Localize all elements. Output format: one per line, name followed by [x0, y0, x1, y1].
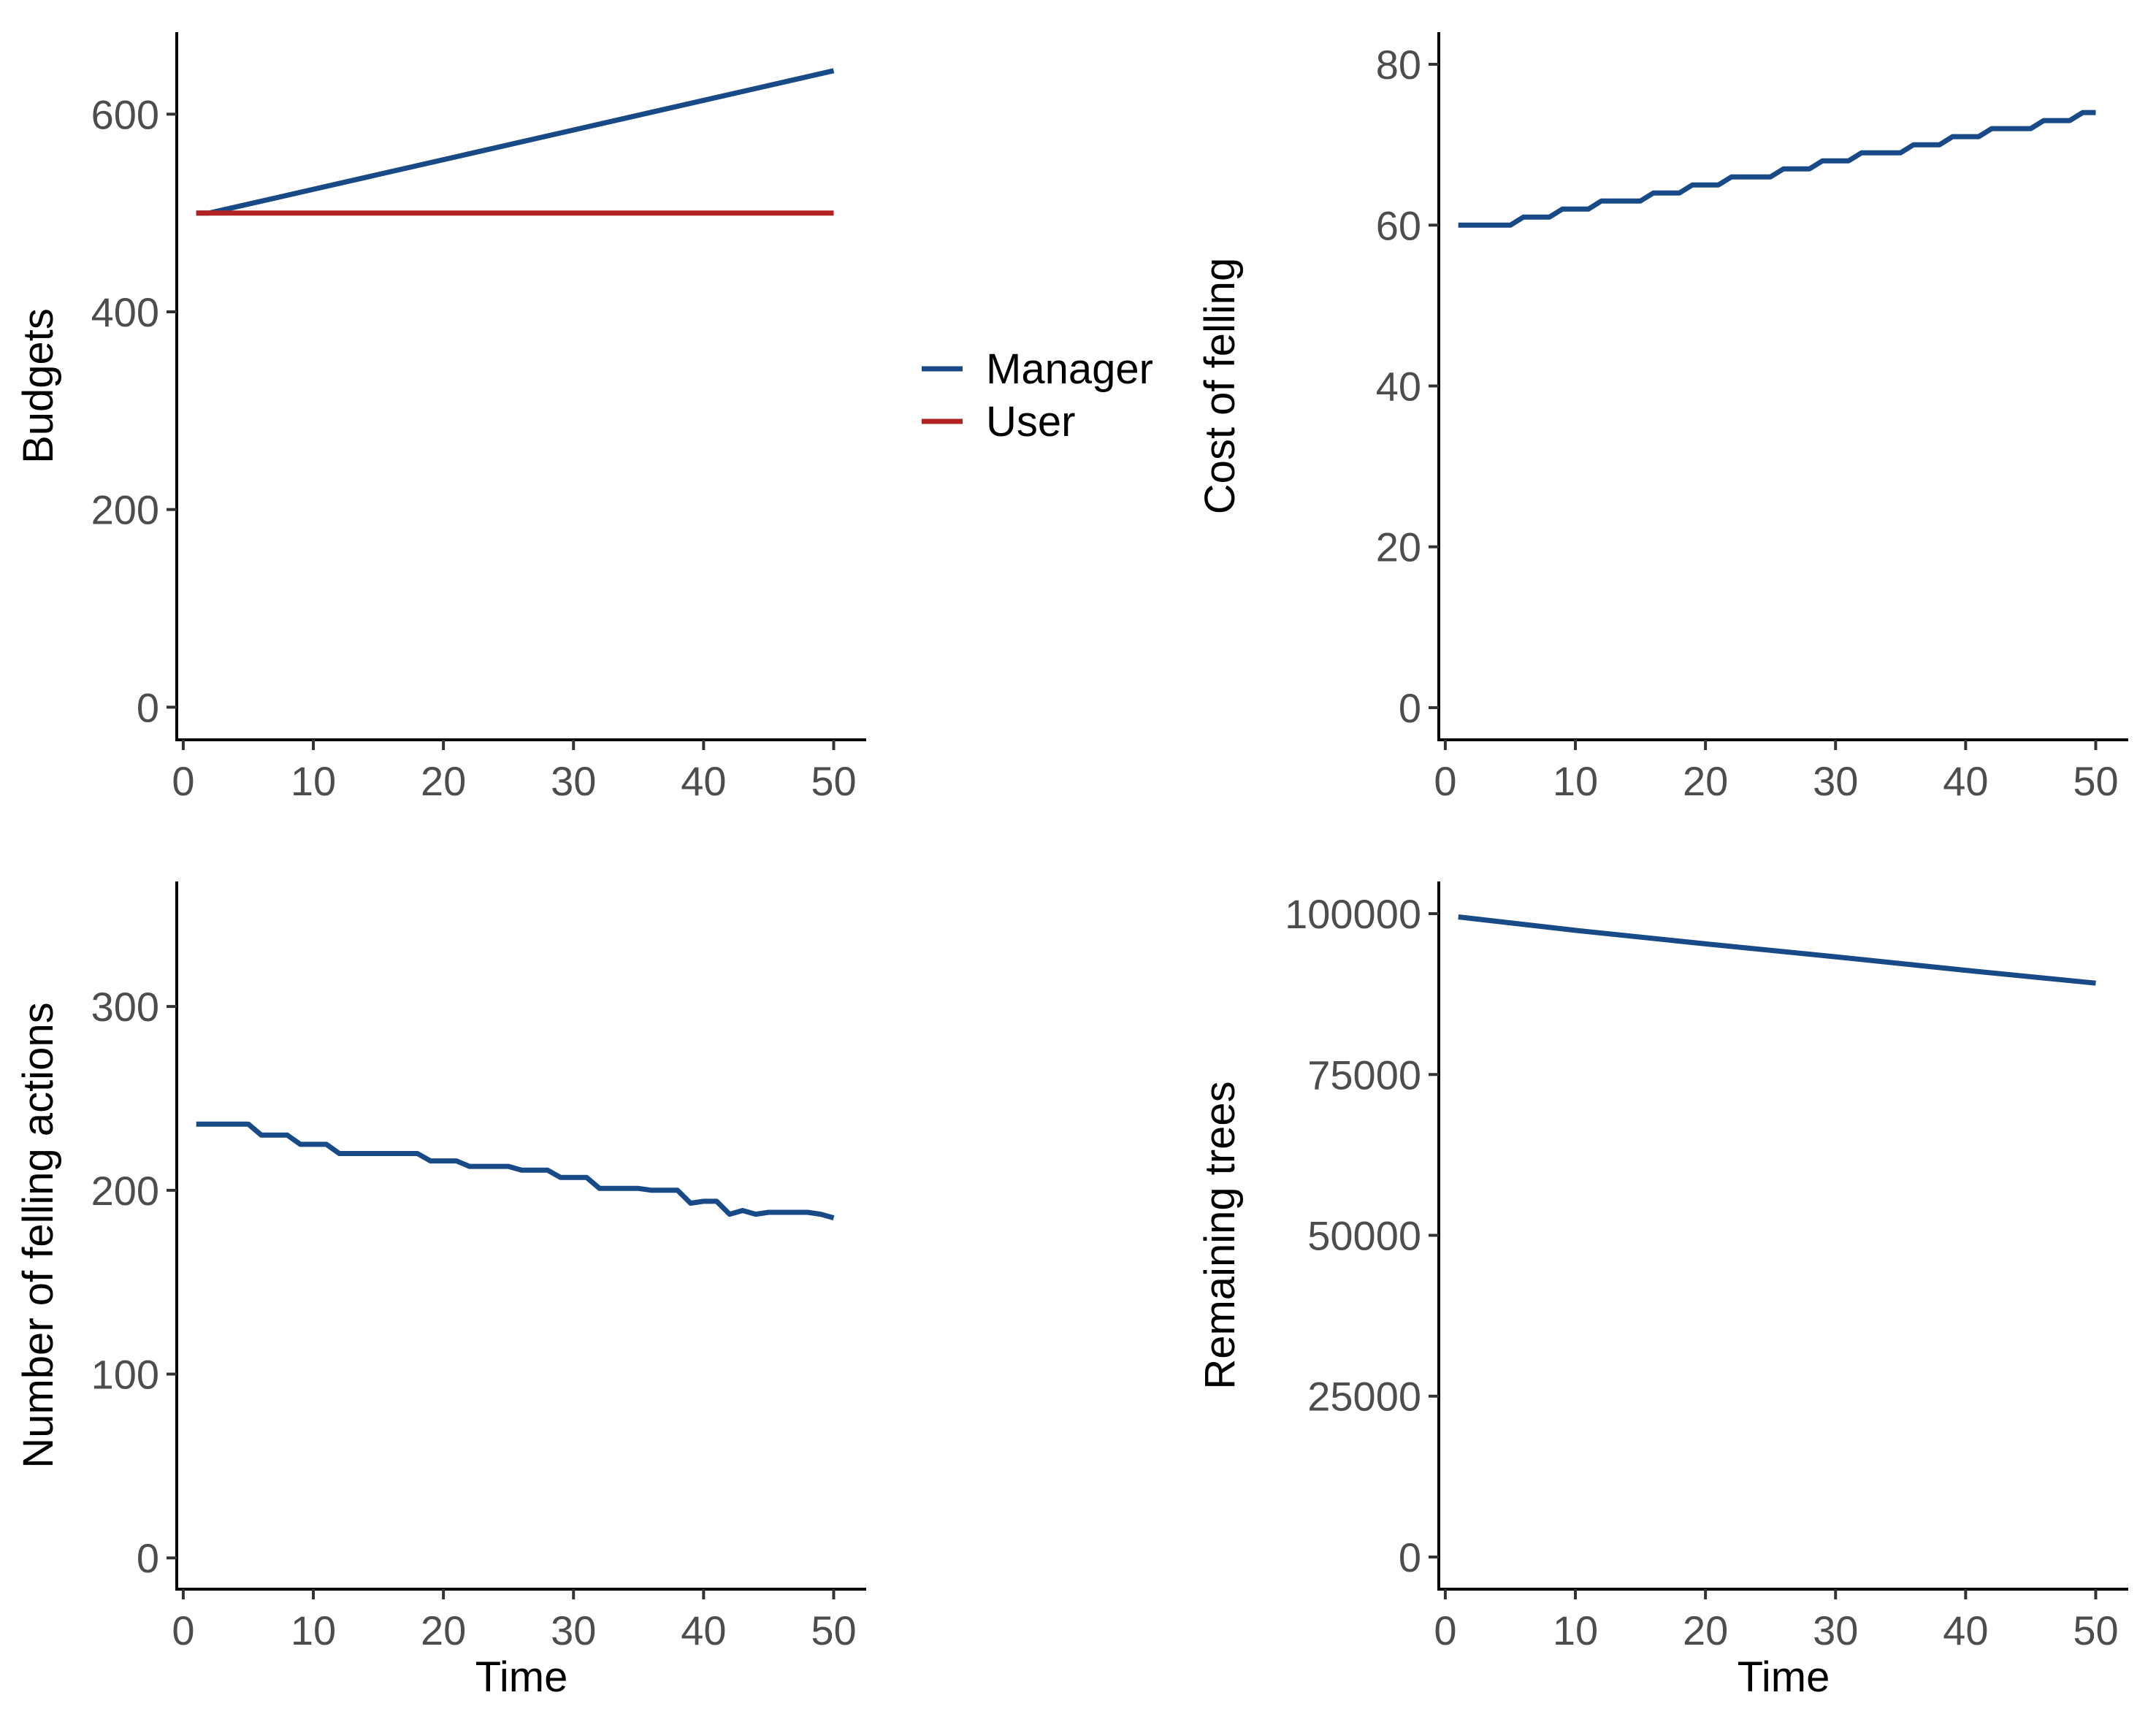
y-tick-label: 200 — [91, 1168, 159, 1214]
y-tick-label: 0 — [137, 1535, 159, 1581]
y-tick-label: 25000 — [1307, 1374, 1421, 1420]
x-tick-label: 50 — [811, 1607, 856, 1653]
x-tick-label: 20 — [421, 758, 466, 804]
x-tick-label: 0 — [172, 1607, 194, 1653]
legend: Manager User — [922, 345, 1153, 445]
y-tick-label: 0 — [1399, 685, 1421, 731]
felling-actions-panel: 0 100 200 300 0 10 20 30 40 50 Number of felling a… — [15, 881, 866, 1701]
x-tick-label: 40 — [1943, 1607, 1988, 1653]
y-tick-label: 80 — [1376, 42, 1421, 88]
x-tick-label: 50 — [2073, 758, 2118, 804]
y-axis-title: Remaining trees — [1196, 1081, 1244, 1389]
y-tick-label: 40 — [1376, 364, 1421, 410]
x-tick-label: 10 — [291, 758, 336, 804]
y-tick-label: 300 — [91, 984, 159, 1030]
y-tick-label: 400 — [91, 289, 159, 335]
x-tick-label: 40 — [1943, 758, 1988, 804]
x-tick-label: 30 — [551, 1607, 596, 1653]
y-tick-label: 50000 — [1307, 1213, 1421, 1259]
y-tick-label: 0 — [137, 684, 159, 730]
x-axis-title: Time — [475, 1653, 568, 1701]
legend-label-user: User — [986, 398, 1075, 445]
y-tick-label: 100000 — [1285, 891, 1421, 937]
x-tick-label: 30 — [1813, 1607, 1858, 1653]
y-tick-label: 75000 — [1307, 1052, 1421, 1098]
x-tick-label: 0 — [1434, 1607, 1456, 1653]
legend-label-manager: Manager — [986, 345, 1153, 393]
x-tick-label: 20 — [421, 1607, 466, 1653]
x-tick-label: 10 — [1553, 758, 1598, 804]
x-tick-label: 50 — [2073, 1607, 2118, 1653]
x-tick-label: 30 — [551, 758, 596, 804]
x-axis-title: Time — [1738, 1653, 1830, 1701]
budgets-panel: 0 200 400 600 0 10 20 30 40 50 Budgets — [15, 32, 866, 804]
x-tick-label: 10 — [1553, 1607, 1598, 1653]
x-tick-label: 20 — [1683, 758, 1728, 804]
y-tick-label: 0 — [1399, 1534, 1421, 1580]
x-tick-label: 50 — [811, 758, 856, 804]
x-tick-label: 20 — [1683, 1607, 1728, 1653]
remaining-trees-panel: 0 25000 50000 75000 100000 0 10 20 30 40 50 Remaini… — [1196, 881, 2128, 1701]
y-tick-label: 20 — [1376, 524, 1421, 570]
series-line-manager — [1458, 110, 2096, 228]
series-line-manager — [196, 68, 835, 216]
series-line-manager — [196, 1121, 835, 1220]
x-tick-label: 0 — [172, 758, 194, 804]
y-axis-title: Budgets — [15, 308, 62, 464]
y-tick-label: 100 — [91, 1352, 159, 1398]
y-tick-label: 200 — [91, 487, 159, 533]
x-tick-label: 40 — [681, 1607, 726, 1653]
y-tick-label: 60 — [1376, 202, 1421, 248]
x-tick-label: 0 — [1434, 758, 1456, 804]
series-line-manager — [1458, 914, 2096, 986]
x-tick-label: 40 — [681, 758, 726, 804]
cost-of-felling-panel: 0 20 40 60 80 0 10 20 30 40 50 Cost of felling — [1196, 32, 2128, 804]
x-tick-label: 10 — [291, 1607, 336, 1653]
x-tick-label: 30 — [1813, 758, 1858, 804]
y-axis-title: Cost of felling — [1196, 258, 1244, 514]
y-axis-title: Number of felling actions — [15, 1002, 62, 1468]
y-tick-label: 600 — [91, 91, 159, 137]
